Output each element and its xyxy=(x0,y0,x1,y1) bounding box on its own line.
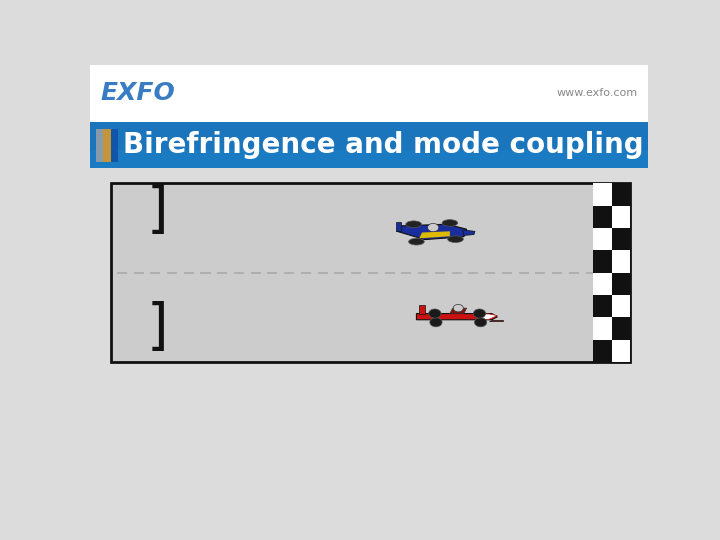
Bar xyxy=(593,183,612,206)
Bar xyxy=(612,318,630,340)
Bar xyxy=(612,228,630,251)
Bar xyxy=(612,251,630,273)
Polygon shape xyxy=(416,314,498,320)
Bar xyxy=(612,183,630,206)
Bar xyxy=(593,295,612,318)
Circle shape xyxy=(430,318,442,327)
Text: EXFO: EXFO xyxy=(100,82,175,105)
Ellipse shape xyxy=(406,221,421,227)
Ellipse shape xyxy=(409,238,424,245)
Circle shape xyxy=(473,309,485,318)
Polygon shape xyxy=(489,320,503,321)
Polygon shape xyxy=(397,224,467,240)
Bar xyxy=(593,273,612,295)
Polygon shape xyxy=(450,308,467,314)
Bar xyxy=(612,295,630,318)
Circle shape xyxy=(428,309,441,318)
Text: www.exfo.com: www.exfo.com xyxy=(557,89,638,98)
Bar xyxy=(111,129,114,161)
Text: Birefringence and mode coupling: Birefringence and mode coupling xyxy=(124,131,644,159)
Bar xyxy=(593,228,612,251)
Ellipse shape xyxy=(448,236,463,242)
Text: ]: ] xyxy=(143,184,176,238)
Bar xyxy=(90,65,648,122)
Bar xyxy=(593,206,612,228)
Circle shape xyxy=(428,224,438,232)
Polygon shape xyxy=(419,231,450,238)
Bar xyxy=(90,150,648,168)
Bar xyxy=(612,340,630,362)
Bar xyxy=(96,129,99,161)
Polygon shape xyxy=(481,314,498,319)
Bar xyxy=(593,251,612,273)
Bar xyxy=(104,129,107,161)
Bar xyxy=(107,129,111,161)
Bar xyxy=(111,183,630,362)
Ellipse shape xyxy=(442,220,458,226)
Bar xyxy=(115,129,119,161)
Bar xyxy=(612,206,630,228)
Polygon shape xyxy=(463,230,475,235)
Bar xyxy=(99,129,103,161)
Text: ]: ] xyxy=(143,301,176,355)
Bar xyxy=(612,273,630,295)
Bar xyxy=(90,122,648,168)
Polygon shape xyxy=(419,305,425,314)
Circle shape xyxy=(474,318,487,327)
Polygon shape xyxy=(396,222,401,231)
Bar xyxy=(593,318,612,340)
Bar xyxy=(593,340,612,362)
Circle shape xyxy=(454,305,463,312)
